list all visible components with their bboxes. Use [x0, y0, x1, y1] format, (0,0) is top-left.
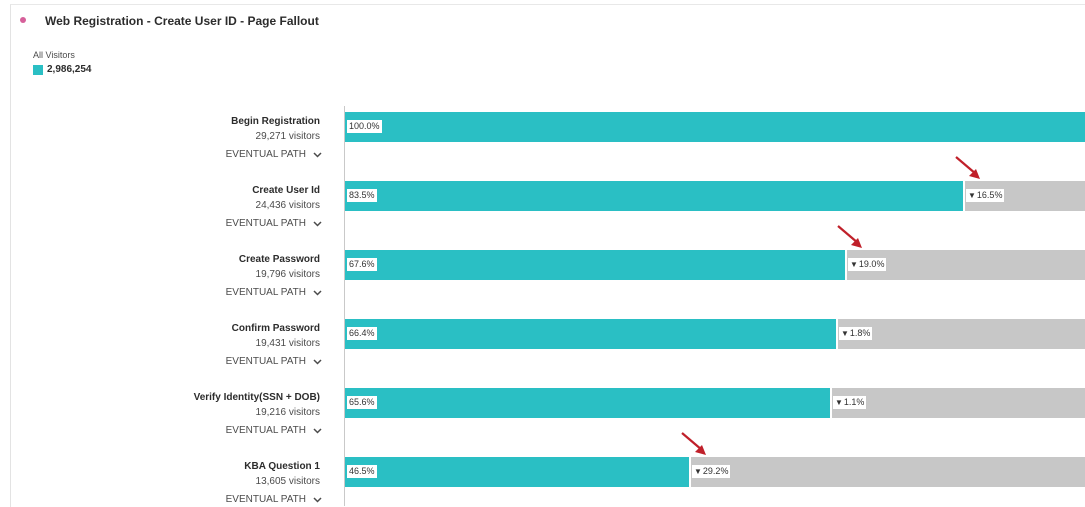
eventual-path-label: EVENTUAL PATH	[225, 356, 306, 367]
eventual-path-dropdown[interactable]: EVENTUAL PATH	[226, 287, 322, 298]
eventual-path-label: EVENTUAL PATH	[225, 218, 306, 229]
dropoff-value: 19.0%	[858, 259, 885, 269]
chevron-down-icon	[313, 151, 322, 158]
fallout-bar[interactable]: 66.4%	[345, 319, 836, 349]
step-visitors: 13,605 visitors	[255, 476, 320, 487]
step-visitors: 19,216 visitors	[255, 407, 320, 418]
eventual-path-dropdown[interactable]: EVENTUAL PATH	[226, 218, 322, 229]
step-visitors: 24,436 visitors	[255, 200, 320, 211]
dropoff-label: ▼1.1%	[833, 396, 867, 409]
step-name: Begin Registration	[231, 116, 320, 127]
percent-label: 66.4%	[347, 327, 377, 340]
triangle-down-icon: ▼	[850, 260, 858, 269]
fallout-bar-track[interactable]: 65.6% ▼1.1%	[345, 388, 1085, 418]
segment-swatch	[33, 65, 43, 75]
axis-line	[344, 106, 345, 506]
chevron-down-icon	[313, 289, 322, 296]
dropoff-value: 1.8%	[849, 328, 871, 338]
eventual-path-label: EVENTUAL PATH	[225, 287, 306, 298]
dropoff-label: ▼19.0%	[848, 258, 887, 271]
dropoff-value: 29.2%	[702, 466, 729, 476]
fallout-bar-track[interactable]: 66.4% ▼1.8%	[345, 319, 1085, 349]
dropoff-value: 16.5%	[976, 190, 1003, 200]
chevron-down-icon	[313, 427, 322, 434]
percent-label: 83.5%	[347, 189, 377, 202]
bar-separator	[845, 250, 847, 280]
annotation-arrow-icon	[837, 225, 862, 248]
step-visitors: 19,431 visitors	[255, 338, 320, 349]
panel-status-dot	[20, 17, 26, 23]
step-name: Confirm Password	[231, 323, 320, 334]
chevron-down-icon	[313, 496, 322, 503]
dropoff-label: ▼16.5%	[966, 189, 1005, 202]
step-visitors: 29,271 visitors	[255, 131, 320, 142]
fallout-bar[interactable]: 100.0%	[345, 112, 1085, 142]
bar-separator	[963, 181, 965, 211]
triangle-down-icon: ▼	[968, 191, 976, 200]
step-name: Create Password	[238, 254, 320, 265]
step-visitors: 19,796 visitors	[255, 269, 320, 280]
fallout-bar-track[interactable]: 67.6% ▼19.0%	[345, 250, 1085, 280]
triangle-down-icon: ▼	[835, 398, 843, 407]
step-name: Create User Id	[252, 185, 320, 196]
percent-label: 67.6%	[347, 258, 377, 271]
eventual-path-dropdown[interactable]: EVENTUAL PATH	[226, 425, 322, 436]
fallout-bar[interactable]: 83.5%	[345, 181, 963, 211]
triangle-down-icon: ▼	[841, 329, 849, 338]
eventual-path-label: EVENTUAL PATH	[225, 425, 306, 436]
percent-label: 65.6%	[347, 396, 377, 409]
percent-label: 46.5%	[347, 465, 377, 478]
eventual-path-dropdown[interactable]: EVENTUAL PATH	[226, 356, 322, 367]
bar-separator	[830, 388, 832, 418]
dropoff-label: ▼29.2%	[692, 465, 731, 478]
eventual-path-label: EVENTUAL PATH	[225, 494, 306, 505]
eventual-path-dropdown[interactable]: EVENTUAL PATH	[226, 149, 322, 160]
dropoff-value: 1.1%	[843, 397, 865, 407]
fallout-bar-track[interactable]: 46.5% ▼29.2%	[345, 457, 1085, 487]
panel-title: Web Registration - Create User ID - Page…	[45, 14, 319, 28]
annotation-arrow-icon	[955, 156, 980, 179]
chevron-down-icon	[313, 358, 322, 365]
percent-label: 100.0%	[347, 120, 382, 133]
segment-name: All Visitors	[33, 50, 75, 60]
step-name: Verify Identity(SSN + DOB)	[193, 392, 320, 403]
fallout-bar-track[interactable]: 83.5% ▼16.5%	[345, 181, 1085, 211]
triangle-down-icon: ▼	[694, 467, 702, 476]
chevron-down-icon	[313, 220, 322, 227]
annotation-arrow-icon	[681, 432, 706, 455]
dropoff-label: ▼1.8%	[839, 327, 873, 340]
segment-total: 2,986,254	[47, 64, 92, 75]
eventual-path-label: EVENTUAL PATH	[225, 149, 306, 160]
bar-separator	[836, 319, 838, 349]
eventual-path-dropdown[interactable]: EVENTUAL PATH	[226, 494, 322, 505]
step-name: KBA Question 1	[244, 461, 320, 472]
fallout-bar[interactable]: 65.6%	[345, 388, 830, 418]
fallout-bar[interactable]: 67.6%	[345, 250, 845, 280]
fallout-bar-track[interactable]: 100.0%	[345, 112, 1085, 142]
bar-separator	[689, 457, 691, 487]
fallout-bar[interactable]: 46.5%	[345, 457, 689, 487]
